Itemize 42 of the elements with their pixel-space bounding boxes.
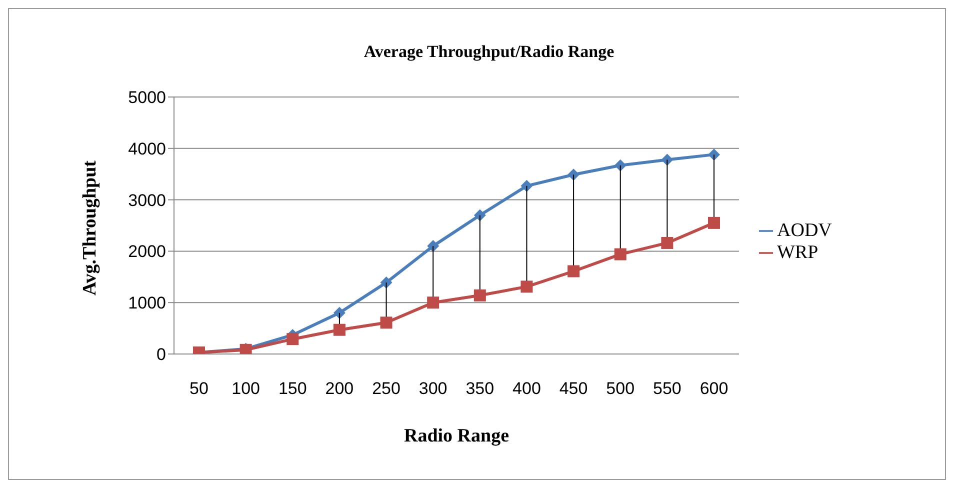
y-tick-label: 0 <box>156 345 166 364</box>
x-tick-label: 150 <box>278 379 307 398</box>
point <box>333 306 346 319</box>
point <box>614 248 626 260</box>
legend-label: WRP <box>777 242 818 262</box>
x-tick-label: 50 <box>190 379 208 398</box>
point <box>286 333 299 346</box>
x-tick-label: 300 <box>418 379 448 398</box>
x-tick-label: 600 <box>700 379 728 398</box>
legend-label: AODV <box>777 220 832 240</box>
x-tick-label: 400 <box>512 379 541 398</box>
y-tick-label: 4000 <box>128 139 166 158</box>
point <box>661 236 674 249</box>
point <box>520 180 533 192</box>
point <box>427 296 440 309</box>
x-tick-label: 450 <box>559 379 588 398</box>
point <box>661 154 674 166</box>
y-tick-label: 1000 <box>128 294 166 313</box>
point <box>474 209 486 222</box>
point <box>708 148 720 161</box>
y-tick-label: 5000 <box>128 88 166 108</box>
y-axis-title: Avg.Throughput <box>80 160 101 296</box>
point <box>380 316 392 329</box>
x-tick-label: 500 <box>606 379 635 398</box>
y-tick-label: 3000 <box>128 190 166 210</box>
point <box>708 216 720 229</box>
x-tick-label: 100 <box>232 379 260 398</box>
point <box>427 240 440 252</box>
point <box>568 265 580 278</box>
chart-title: Average Throughput/Radio Range <box>364 42 615 61</box>
point <box>568 168 580 181</box>
point <box>333 324 346 336</box>
point <box>380 276 392 289</box>
point <box>614 159 626 172</box>
x-tick-label: 350 <box>466 379 494 398</box>
point <box>474 289 486 302</box>
x-tick-label: 250 <box>372 379 400 398</box>
y-tick-label: 2000 <box>128 242 166 262</box>
x-axis-title: Radio Range <box>404 425 510 446</box>
x-tick-label: 200 <box>325 379 354 398</box>
point <box>520 280 533 293</box>
x-tick-label: 550 <box>652 379 682 398</box>
